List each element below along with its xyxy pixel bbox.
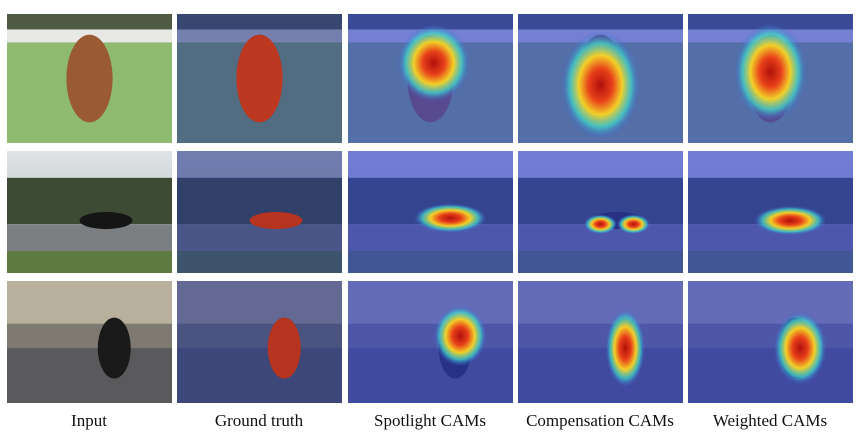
image-panel bbox=[177, 151, 342, 273]
heatmap bbox=[605, 309, 646, 388]
blue-overlay bbox=[348, 281, 513, 403]
object bbox=[79, 212, 133, 230]
image-panel bbox=[688, 151, 853, 273]
column-label: Ground truth bbox=[215, 411, 304, 430]
column-label: Spotlight CAMs bbox=[374, 411, 486, 430]
blue-overlay bbox=[518, 151, 683, 273]
image-panel bbox=[348, 281, 513, 403]
image-panel bbox=[7, 14, 172, 143]
heatmap bbox=[584, 214, 617, 234]
image-panel bbox=[177, 14, 342, 143]
ground-truth-mask bbox=[267, 317, 301, 379]
heatmap bbox=[617, 214, 650, 234]
scene-region bbox=[7, 14, 172, 30]
image-panel bbox=[7, 151, 172, 273]
heatmap bbox=[773, 311, 827, 385]
image-panel bbox=[688, 281, 853, 403]
column-label: Compensation CAMs bbox=[526, 411, 674, 430]
image-grid bbox=[7, 14, 853, 403]
image-panel bbox=[518, 14, 683, 143]
blue-overlay bbox=[177, 151, 342, 273]
image-panel bbox=[688, 14, 853, 143]
image-panel bbox=[7, 281, 172, 403]
heatmap bbox=[433, 305, 487, 367]
ground-truth-mask bbox=[249, 212, 303, 230]
scene-region bbox=[7, 251, 172, 273]
blue-overlay bbox=[518, 281, 683, 403]
column-labels: Input Ground truth Spotlight CAMs Compen… bbox=[71, 411, 827, 430]
heatmap bbox=[560, 30, 641, 140]
object bbox=[97, 317, 131, 379]
image-panel bbox=[518, 281, 683, 403]
column-label: Weighted CAMs bbox=[713, 411, 827, 430]
heatmap bbox=[754, 205, 827, 236]
heatmap bbox=[414, 203, 487, 233]
heatmap bbox=[734, 23, 807, 122]
column-label: Input bbox=[71, 411, 107, 430]
image-panel bbox=[348, 14, 513, 143]
image-panel bbox=[348, 151, 513, 273]
image-panel bbox=[518, 151, 683, 273]
blue-overlay bbox=[688, 281, 853, 403]
blue-overlay bbox=[177, 281, 342, 403]
object bbox=[66, 34, 113, 123]
heatmap bbox=[397, 24, 471, 102]
scene-region bbox=[7, 348, 172, 403]
image-panel bbox=[177, 281, 342, 403]
ground-truth-mask bbox=[236, 34, 283, 123]
scene-region bbox=[7, 281, 172, 324]
